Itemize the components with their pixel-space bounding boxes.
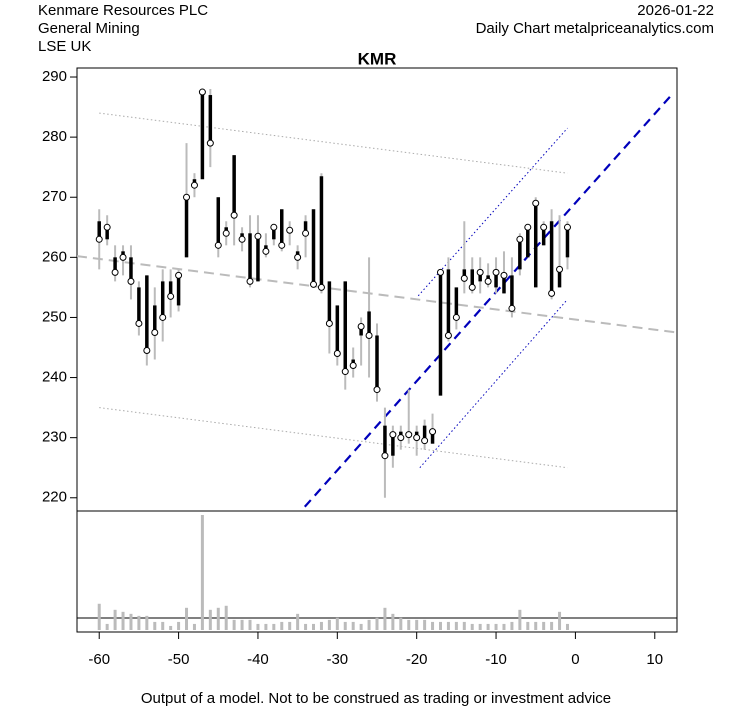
x-tick-label: -60 [88,651,110,668]
x-tick-label: 0 [571,651,579,668]
y-tick-label: 290 [42,68,67,85]
close-marker [127,277,135,285]
close-marker [476,268,484,276]
trend-line [303,96,671,508]
close-marker [524,223,532,231]
close-marker [405,431,413,439]
close-marker [278,241,286,249]
chart-title: KMR [358,49,397,68]
header-left: LSE UK [38,38,91,55]
trend-line [99,112,568,174]
close-marker [175,271,183,279]
close-marker [246,277,254,285]
close-marker [381,452,389,460]
x-tick-label: -20 [406,651,428,668]
close-marker [532,199,540,207]
footer: Output of a model. Not to be construed a… [141,690,611,707]
y-tick-label: 240 [42,369,67,386]
x-tick-label: -50 [168,651,190,668]
close-marker [302,229,310,237]
trend-line [417,127,568,297]
close-marker [222,229,230,237]
close-marker [452,313,460,321]
close-marker [436,268,444,276]
y-tick-label: 270 [42,188,67,205]
close-marker [508,304,516,312]
close-marker [460,274,468,282]
close-marker [468,283,476,291]
close-marker [365,331,373,339]
y-tick-label: 220 [42,489,67,506]
close-marker [270,223,278,231]
y-tick-label: 260 [42,248,67,265]
close-marker [317,283,325,291]
close-marker [198,88,206,96]
close-marker [548,289,556,297]
close-marker [143,347,151,355]
close-marker [167,292,175,300]
close-marker [516,235,524,243]
header-right: Daily Chart metalpriceanalytics.com [476,20,714,37]
close-marker [111,268,119,276]
close-marker [230,211,238,219]
header-right: 2026-01-22 [637,2,714,19]
header-left: General Mining [38,20,140,37]
close-marker [119,253,127,261]
x-tick-label: 10 [646,651,663,668]
close-marker [325,319,333,327]
close-marker [397,434,405,442]
close-marker [333,350,341,358]
close-marker [294,253,302,261]
close-marker [310,280,318,288]
trend-line [99,407,568,469]
close-marker [349,362,357,370]
trend-line [77,255,677,334]
x-tick-label: -10 [485,651,507,668]
close-marker [373,386,381,394]
close-marker [357,322,365,330]
close-marker [444,331,452,339]
close-marker [540,223,548,231]
trend-line [419,299,568,469]
close-marker [214,241,222,249]
y-tick-label: 280 [42,128,67,145]
close-marker [563,223,571,231]
close-marker [341,368,349,376]
close-marker [389,431,397,439]
close-marker [206,139,214,147]
close-marker [238,235,246,243]
close-marker [262,247,270,255]
close-marker [103,223,111,231]
close-marker [429,428,437,436]
close-marker [151,328,159,336]
close-marker [484,277,492,285]
close-marker [492,268,500,276]
close-marker [500,271,508,279]
close-marker [159,313,167,321]
x-tick-label: -30 [326,651,348,668]
close-marker [556,265,564,273]
y-tick-label: 230 [42,429,67,446]
y-tick-label: 250 [42,308,67,325]
close-marker [135,319,143,327]
close-marker [421,437,429,445]
x-tick-label: -40 [247,651,269,668]
header-left: Kenmare Resources PLC [38,2,208,19]
close-marker [413,434,421,442]
close-marker [286,226,294,234]
volume-panel [76,510,678,633]
close-marker [190,181,198,189]
close-marker [254,232,262,240]
close-marker [95,235,103,243]
close-marker [183,193,191,201]
